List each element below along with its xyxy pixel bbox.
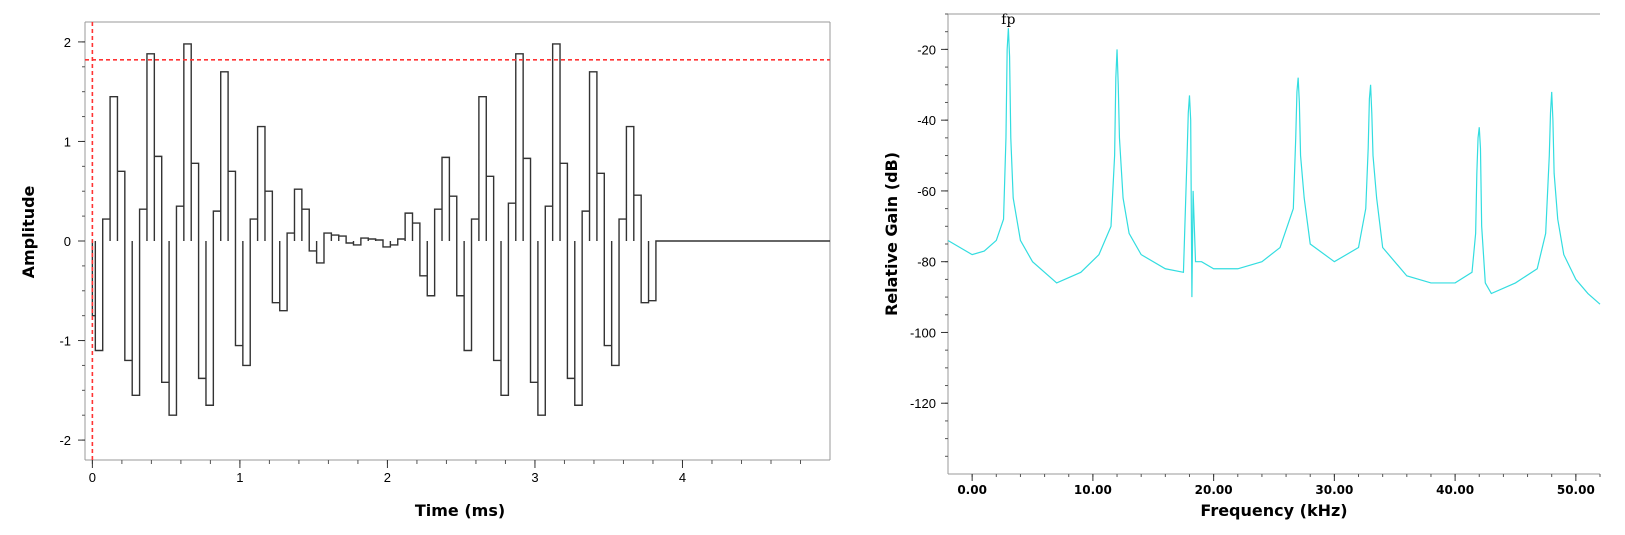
freq-x-tick-label: 50.00 [1557,483,1595,497]
time-y-axis-label: Amplitude [19,185,38,278]
freq-y-tick-label: -60 [917,184,936,199]
time-x-tick-label: 0 [89,470,96,485]
freq-y-tick-label: -20 [917,42,936,57]
peak-annotation-fp: fp [1001,12,1015,28]
time-x-tick-label: 1 [236,470,243,485]
freq-y-tick-label: -40 [917,113,936,128]
freq-x-tick-label: 40.00 [1436,483,1474,497]
time-y-tick-label: 1 [64,134,71,149]
time-x-tick-label: 4 [679,470,686,485]
freq-x-tick-labels: 0.00 10.00 20.00 30.00 40.00 50.00 [957,474,1595,497]
frequency-spectrum-chart: 0.00 10.00 20.00 30.00 40.00 50.00 -20-40-60-… [882,12,1601,520]
time-x-tick-label: 2 [384,470,391,485]
time-y-tick-label: -1 [59,334,71,349]
freq-minor-ticks [945,13,1601,477]
time-y-tick-labels: -2 -1 0 1 2 [59,35,85,448]
time-domain-chart: 0 1 2 3 4 -2 -1 0 1 2 Time (ms) Amplitude [19,21,831,520]
freq-x-tick-label: 10.00 [1074,483,1112,497]
time-x-tick-labels: 0 1 2 3 4 [89,460,686,485]
freq-y-tick-label: -100 [910,325,936,340]
time-y-tick-label: 0 [64,234,71,249]
time-x-axis-label: Time (ms) [415,501,505,520]
freq-y-tick-label: -80 [917,255,936,270]
time-y-tick-label: -2 [59,433,71,448]
spectrum-line [947,28,1601,305]
time-series-line [91,43,830,416]
freq-y-tick-label: -120 [910,396,936,411]
freq-y-tick-labels: -20 -40 -60 -80 -100 -120 [910,42,948,411]
time-y-tick-label: 2 [64,35,71,50]
freq-x-axis-label: Frequency (kHz) [1200,501,1347,520]
freq-y-axis-label: Relative Gain (dB) [882,152,901,316]
freq-x-tick-label: 30.00 [1315,483,1353,497]
freq-x-tick-label: 0.00 [957,483,987,497]
freq-x-tick-label: 20.00 [1195,483,1233,497]
time-minor-ticks [82,41,801,464]
time-x-tick-label: 3 [531,470,538,485]
